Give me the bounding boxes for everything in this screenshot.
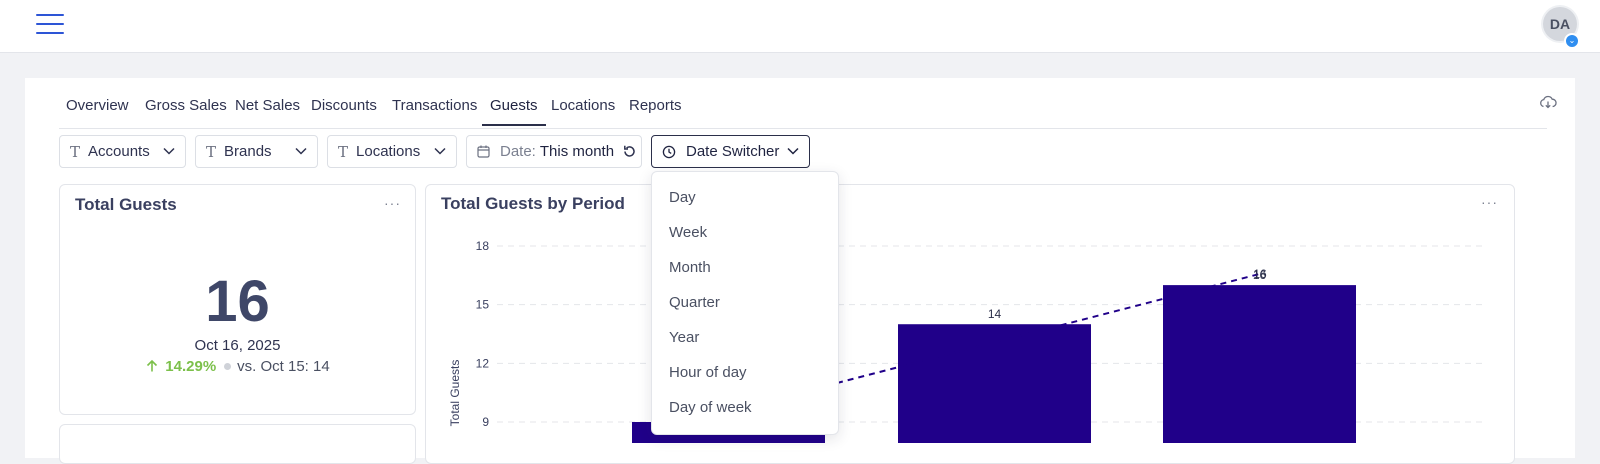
brands-filter[interactable]: T Brands [195,135,318,168]
change-percent: 14.29% [165,358,217,375]
date-filter[interactable]: Date: This month [466,135,642,168]
chevron-down-icon [787,147,799,155]
total-guests-panel [59,184,416,415]
guests-by-period-menu-icon[interactable]: ··· [1481,194,1498,210]
date-switcher-option-week[interactable]: Week [669,224,708,241]
top-bar [0,0,1600,53]
tab-net-sales[interactable]: Net Sales [235,97,301,114]
text-type-icon: T [206,142,217,161]
y-tick-label: 15 [476,298,490,312]
avatar-dropdown-badge-icon[interactable]: ⌄ [1564,33,1580,49]
brands-filter-label: Brands [224,143,272,160]
tab-reports[interactable]: Reports [629,97,682,114]
bar-value-label: 16 [1253,268,1267,282]
calendar-icon [477,145,490,158]
chevron-down-icon [295,147,307,155]
tab-discounts[interactable]: Discounts [311,97,377,114]
bar [1163,285,1356,443]
separator-dot [224,362,232,370]
locations-filter-label: Locations [356,143,421,160]
total-guests-date: Oct 16, 2025 [194,337,281,354]
bar-value-label: 14 [988,307,1002,321]
date-switcher-option-month[interactable]: Month [669,259,711,276]
y-tick-label: 18 [476,239,490,253]
text-type-icon: T [338,142,349,161]
tab-guests[interactable]: Guests [482,97,546,126]
date-filter-value: This month [539,143,615,160]
date-switcher-option-year[interactable]: Year [669,329,700,346]
bar [898,324,1091,443]
text-type-icon: T [70,142,81,161]
tab-overview[interactable]: Overview [66,97,129,114]
date-switcher-button[interactable]: Date Switcher [651,135,810,168]
reset-icon[interactable] [622,144,637,159]
guests-by-period-title: Total Guests by Period [441,194,625,213]
line-value-label: 16 [1253,267,1267,281]
arrow-up-icon [147,359,158,372]
clock-icon [662,145,676,158]
date-filter-prefix: Date: [500,143,536,160]
chevron-down-icon [434,147,446,155]
comparison-text: vs. Oct 15: 14 [237,358,330,375]
total-guests-value: 16 [205,269,270,334]
accounts-filter[interactable]: T Accounts [59,135,186,168]
y-tick-label: 9 [482,415,489,429]
accounts-filter-label: Accounts [88,143,150,160]
trend-line [836,273,1260,384]
total-guests-title: Total Guests [75,195,177,214]
locations-filter[interactable]: T Locations [327,135,457,168]
total-guests-comparison: 14.29% vs. Oct 15: 14 [59,358,416,375]
cloud-download-icon[interactable] [1539,95,1557,109]
date-switcher-label: Date Switcher [686,143,780,160]
date-switcher-option-hour-of-day[interactable]: Hour of day [669,364,747,381]
secondary-panel [59,424,416,464]
date-switcher-option-day[interactable]: Day [669,189,696,206]
date-switcher-dropdown: Day Week Month Quarter Year Hour of day … [651,171,839,435]
total-guests-menu-icon[interactable]: ··· [384,195,401,211]
date-switcher-option-quarter[interactable]: Quarter [669,294,720,311]
chevron-down-icon [163,147,175,155]
tab-transactions[interactable]: Transactions [392,97,478,114]
report-tabs: Overview Gross Sales Net Sales Discounts… [59,90,1547,129]
user-avatar[interactable]: DA [1543,7,1577,41]
tab-gross-sales[interactable]: Gross Sales [145,97,227,114]
y-axis-label: Total Guests [448,360,462,427]
y-tick-label: 12 [476,356,490,370]
hamburger-menu-icon[interactable] [36,14,64,34]
tab-locations[interactable]: Locations [551,97,616,114]
date-switcher-option-day-of-week[interactable]: Day of week [669,399,752,416]
